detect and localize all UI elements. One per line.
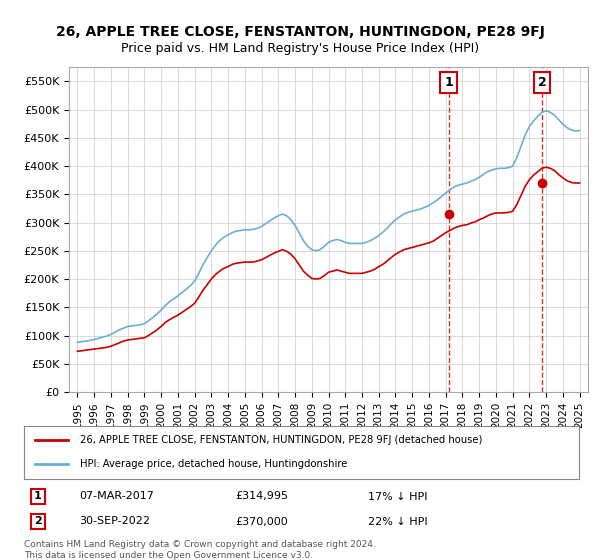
Text: 07-MAR-2017: 07-MAR-2017: [79, 492, 154, 502]
Text: HPI: Average price, detached house, Huntingdonshire: HPI: Average price, detached house, Hunt…: [79, 459, 347, 469]
Text: 26, APPLE TREE CLOSE, FENSTANTON, HUNTINGDON, PE28 9FJ: 26, APPLE TREE CLOSE, FENSTANTON, HUNTIN…: [56, 25, 544, 39]
Text: 2: 2: [34, 516, 42, 526]
Text: 30-SEP-2022: 30-SEP-2022: [79, 516, 151, 526]
Text: £314,995: £314,995: [235, 492, 288, 502]
Text: 26, APPLE TREE CLOSE, FENSTANTON, HUNTINGDON, PE28 9FJ (detached house): 26, APPLE TREE CLOSE, FENSTANTON, HUNTIN…: [79, 436, 482, 446]
Text: Price paid vs. HM Land Registry's House Price Index (HPI): Price paid vs. HM Land Registry's House …: [121, 42, 479, 55]
Text: 1: 1: [34, 492, 42, 502]
Text: 17% ↓ HPI: 17% ↓ HPI: [368, 492, 428, 502]
Text: 22% ↓ HPI: 22% ↓ HPI: [368, 516, 428, 526]
Text: £370,000: £370,000: [235, 516, 287, 526]
Text: 1: 1: [444, 76, 453, 89]
Text: 2: 2: [538, 76, 547, 89]
Text: Contains HM Land Registry data © Crown copyright and database right 2024.
This d: Contains HM Land Registry data © Crown c…: [24, 540, 376, 560]
